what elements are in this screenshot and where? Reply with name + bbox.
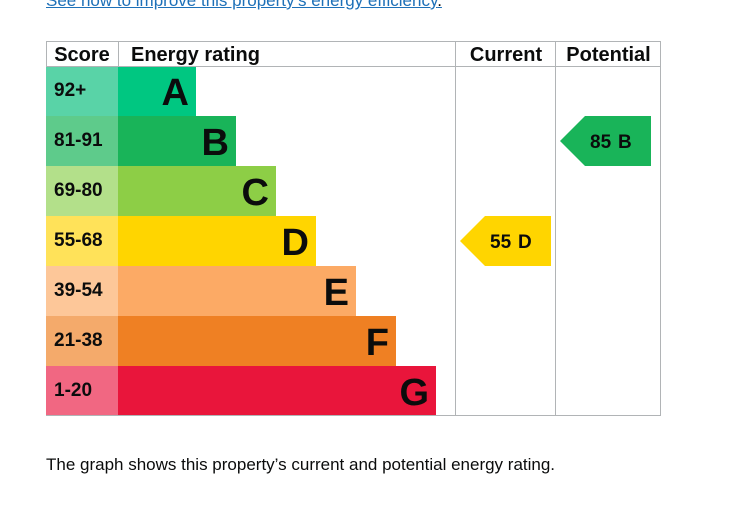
rating-band-letter: D [282,222,309,264]
rating-band-bar [118,216,316,266]
score-range-label: 92+ [54,80,86,101]
potential-rating-letter: B [618,132,632,153]
score-cell [46,266,118,316]
score-cell [46,316,118,366]
rating-band-letter: F [366,322,389,364]
score-cell [46,366,118,416]
rating-band-letter: B [202,122,229,164]
current-rating-letter: D [518,232,532,253]
header-current: Current [470,44,543,66]
score-cell [46,66,118,116]
rating-band-bar [118,266,356,316]
header-energy-rating: Energy rating [131,44,260,66]
header-potential: Potential [566,44,650,66]
link-trailing-period: . [437,0,442,10]
current-rating-arrow [460,216,551,266]
rating-band-bar [118,166,276,216]
improve-efficiency-link[interactable]: See how to improve this property’s energ… [46,0,442,11]
score-range-label: 39-54 [54,280,103,301]
current-rating-value: 55 [490,232,512,253]
rating-band-bar [118,116,236,166]
rating-band-bar [118,366,436,416]
score-cell [46,216,118,266]
rating-band-bar [118,316,396,366]
rating-band-bar [118,66,196,116]
score-range-label: 69-80 [54,180,103,201]
header-score: Score [54,44,110,66]
score-cell [46,116,118,166]
potential-rating-value: 85 [590,132,612,153]
score-cell [46,166,118,216]
score-range-label: 21-38 [54,330,103,351]
potential-rating-arrow [560,116,651,166]
rating-band-letter: C [242,172,269,214]
rating-band-letter: E [324,272,349,314]
score-range-label: 1-20 [54,380,92,401]
rating-band-letter: A [162,72,189,114]
improve-efficiency-link-text[interactable]: See how to improve this property’s energ… [46,0,438,10]
chart-caption: The graph shows this property’s current … [46,455,556,474]
score-range-label: 81-91 [54,130,103,151]
rating-band-letter: G [399,372,429,414]
score-range-label: 55-68 [54,230,103,251]
